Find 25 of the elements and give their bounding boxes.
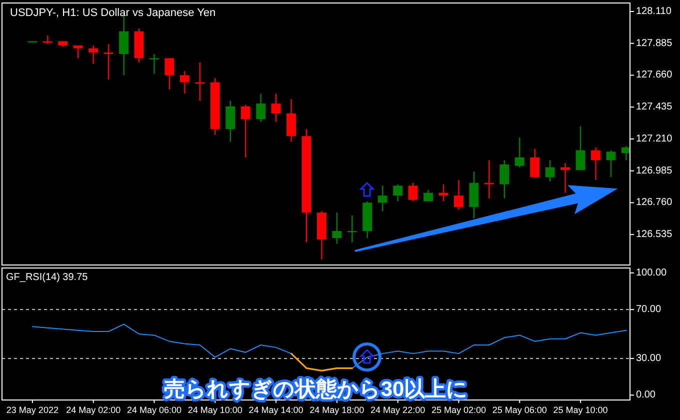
y-tick-label: 127.660 [636,70,673,81]
y-tick-label: 100.00 [636,267,668,278]
x-tick-label: 25 May 06:00 [492,405,547,415]
x-tick-label: 24 May 06:00 [126,405,182,415]
x-tick-label: 24 May 14:00 [248,405,304,415]
y-tick-label: 128.110 [636,6,672,17]
y-tick-label: 127.210 [636,133,673,144]
y-tick-label: 70.00 [636,304,662,316]
y-tick-label: 126.760 [636,197,673,208]
y-tick-label: 127.885 [636,38,673,49]
x-tick-label: 24 May 22:00 [370,405,426,415]
y-tick-label: 127.435 [636,102,673,113]
x-tick-label: 23 May 2022 [6,405,58,415]
chart-title: GF_RSI(14) 39.75 [6,272,88,283]
x-tick-label: 25 May 10:00 [553,405,608,415]
x-tick-label: 24 May 10:00 [188,405,242,415]
y-tick-label: 0.00 [636,390,656,401]
x-tick-label: 25 May 02:00 [431,405,486,415]
chart-title: USDJPY-, H1: US Dollar vs Japanese Yen [10,7,216,19]
y-tick-label: 30.00 [636,352,662,364]
x-tick-label: 24 May 02:00 [66,405,121,415]
annotation: 売られすぎの状態から30以上に [164,377,468,401]
x-tick-label: 24 May 18:00 [310,405,364,415]
y-tick-label: 126.985 [636,165,673,176]
y-tick-label: 126.535 [636,229,673,240]
